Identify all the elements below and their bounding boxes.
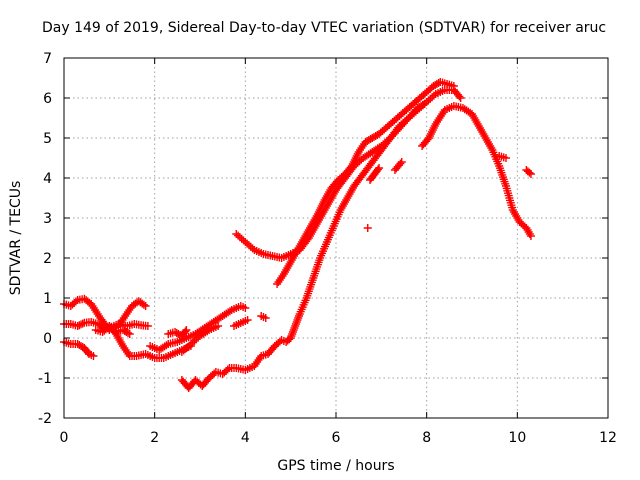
- chart-title: Day 149 of 2019, Sidereal Day-to-day VTE…: [42, 20, 606, 36]
- data-point: [502, 154, 510, 162]
- data-point: [456, 94, 465, 102]
- x-tick-label: 10: [508, 430, 526, 446]
- y-axis-label: SDTVAR / TECUs: [8, 181, 24, 296]
- x-tick-label: 0: [60, 430, 69, 446]
- data-point: [75, 321, 84, 330]
- data-point: [526, 232, 535, 240]
- data-point: [182, 326, 191, 334]
- series-track-18: [495, 152, 510, 162]
- series-track-7: [164, 326, 191, 340]
- series-track-11: [257, 312, 270, 322]
- series-track-19: [522, 166, 535, 178]
- data-point: [141, 302, 150, 310]
- series-track-8: [177, 322, 223, 356]
- data-point: [77, 320, 85, 329]
- data-point: [124, 329, 133, 337]
- data-point: [203, 327, 212, 336]
- data-point: [526, 170, 535, 178]
- data-point: [261, 314, 270, 322]
- y-tick-label: -2: [38, 411, 52, 427]
- series-track-16: [390, 158, 406, 174]
- grid: [64, 58, 608, 418]
- data-point: [449, 82, 458, 90]
- data-point: [71, 297, 80, 306]
- y-tick-label: 3: [43, 211, 52, 227]
- data-point: [73, 322, 82, 330]
- data-point: [525, 168, 534, 177]
- y-tick-label: 0: [43, 331, 52, 347]
- x-axis-label: GPS time / hours: [277, 458, 394, 474]
- y-tick-label: -1: [38, 371, 52, 387]
- data-point: [248, 244, 257, 253]
- series-track-15: [366, 164, 384, 184]
- series-track-13: [273, 78, 458, 288]
- data-point: [455, 92, 464, 101]
- data-point: [125, 330, 134, 338]
- series-track-10: [230, 316, 252, 330]
- data-point: [375, 164, 384, 172]
- data-point: [181, 327, 190, 336]
- data-point: [214, 322, 223, 330]
- data-point: [225, 307, 234, 316]
- data-point: [243, 316, 252, 324]
- data-point: [241, 304, 250, 312]
- y-tick-label: 7: [43, 51, 52, 67]
- y-tick-label: 6: [43, 91, 52, 107]
- data-point: [143, 322, 152, 330]
- data-point: [429, 91, 438, 100]
- x-tick-label: 4: [241, 430, 250, 446]
- data-point: [223, 365, 232, 374]
- x-tick-label: 12: [599, 430, 617, 446]
- x-tick-label: 2: [150, 430, 159, 446]
- y-tick-label: 1: [43, 291, 52, 307]
- data-point: [78, 319, 87, 328]
- data-point: [139, 300, 148, 309]
- series-track-3: [60, 338, 98, 360]
- y-tick-label: 2: [43, 251, 52, 267]
- data-point: [373, 165, 382, 174]
- data-point: [89, 352, 98, 360]
- y-tick-label: 5: [43, 131, 52, 147]
- data-point: [162, 341, 171, 350]
- x-tick-label: 6: [332, 430, 341, 446]
- data-point: [363, 224, 372, 232]
- series-track-14: [363, 224, 372, 232]
- y-tick-label: 4: [43, 171, 52, 187]
- data-point: [396, 159, 405, 168]
- data-points: [60, 78, 535, 392]
- x-tick-label: 8: [422, 430, 431, 446]
- data-point: [397, 158, 406, 166]
- series-track-9: [177, 100, 429, 392]
- series-track-5: [105, 322, 195, 362]
